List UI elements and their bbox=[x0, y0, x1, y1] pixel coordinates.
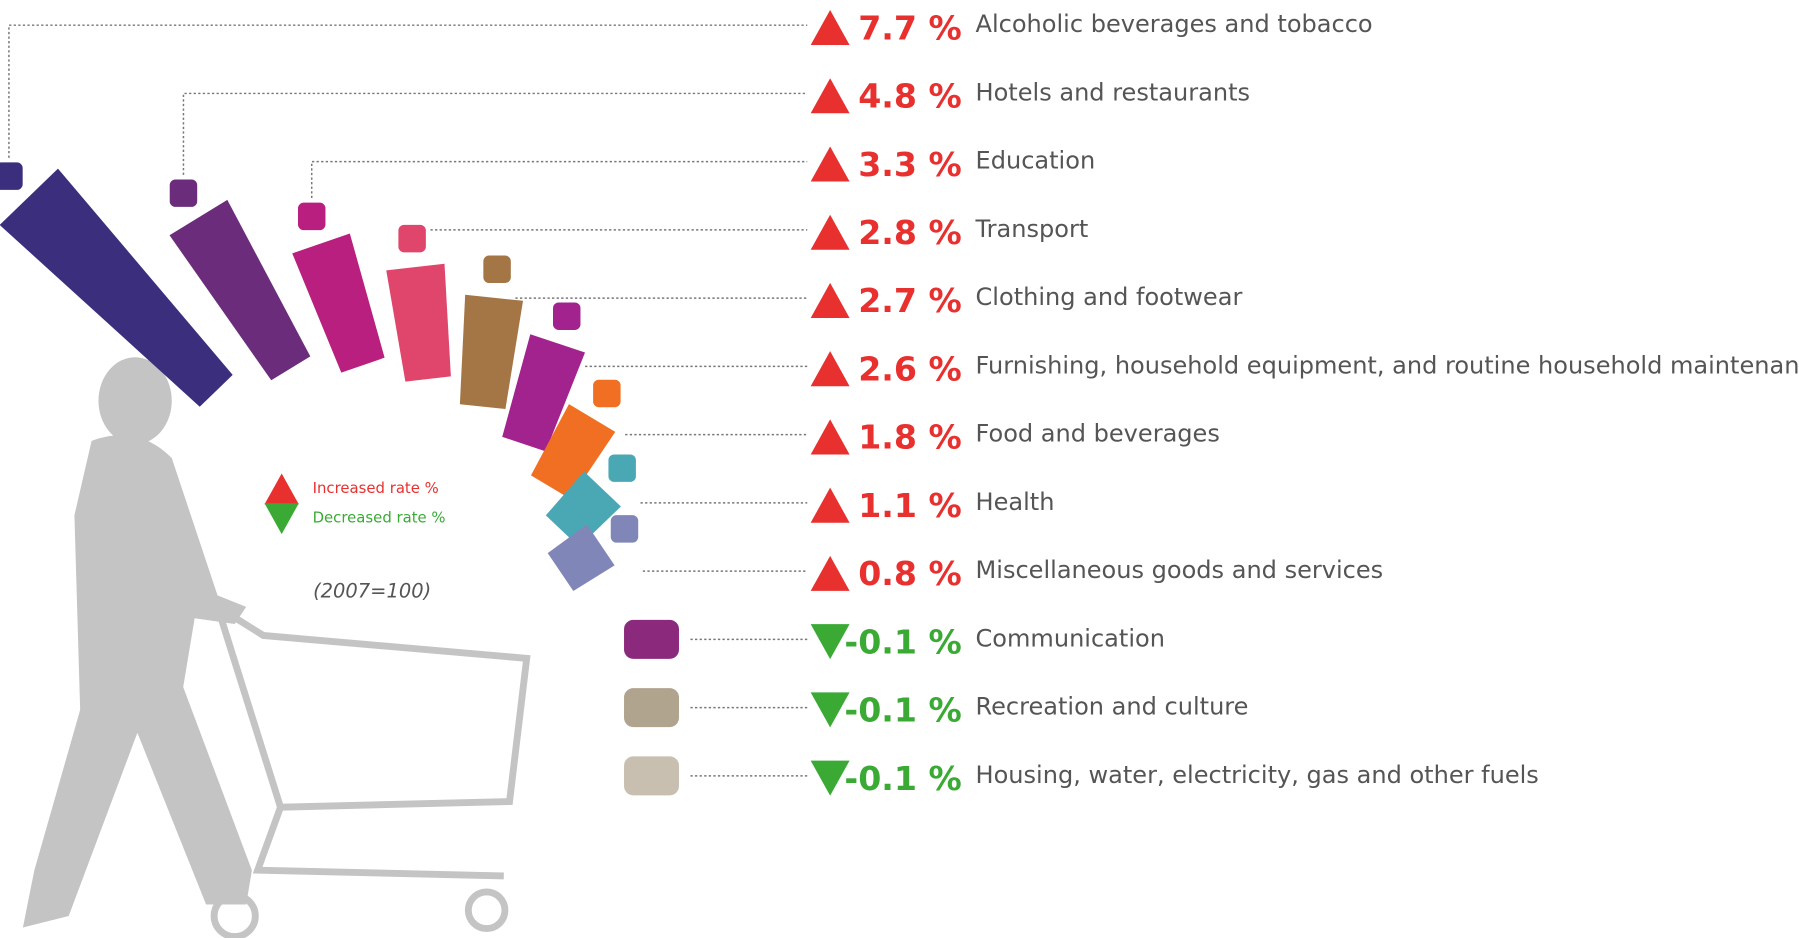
category-icon bbox=[483, 255, 511, 284]
legend-label: Increased rate % bbox=[313, 479, 439, 497]
category-icon bbox=[398, 224, 426, 253]
category-label: Housing, water, electricity, gas and oth… bbox=[976, 761, 1539, 789]
change-marker bbox=[810, 9, 850, 45]
category-icon bbox=[608, 454, 636, 482]
change-marker bbox=[810, 419, 850, 455]
category-label: Recreation and culture bbox=[976, 693, 1249, 721]
leader-line bbox=[8, 24, 808, 158]
change-marker bbox=[810, 146, 850, 182]
category-icon bbox=[624, 756, 679, 796]
category-label: Hotels and restaurants bbox=[976, 78, 1250, 106]
category-icon bbox=[169, 179, 198, 207]
note: (2007=100) bbox=[313, 579, 431, 602]
change-marker bbox=[810, 760, 850, 796]
value-label: 1.8 % bbox=[858, 418, 962, 457]
change-marker bbox=[810, 487, 850, 523]
category-label: Food and beverages bbox=[976, 420, 1220, 448]
category-label: Transport bbox=[975, 215, 1089, 243]
category-icon bbox=[0, 162, 23, 190]
value-label: 1.1 % bbox=[858, 486, 962, 525]
change-marker bbox=[810, 624, 850, 660]
bar bbox=[502, 334, 586, 452]
value-label: 3.3 % bbox=[858, 145, 962, 184]
category-icon bbox=[624, 688, 679, 728]
change-marker bbox=[810, 692, 850, 728]
bar bbox=[386, 263, 451, 382]
value-label: -0.1 % bbox=[844, 691, 961, 730]
bar bbox=[169, 199, 311, 381]
change-marker bbox=[810, 282, 850, 318]
value-label: 4.8 % bbox=[858, 77, 962, 116]
category-label: Clothing and footwear bbox=[976, 283, 1243, 311]
cart bbox=[210, 599, 531, 938]
category-icon bbox=[624, 619, 679, 659]
category-label: Health bbox=[976, 488, 1055, 516]
category-icon bbox=[552, 302, 581, 330]
change-marker bbox=[810, 214, 850, 250]
category-label: Communication bbox=[976, 624, 1165, 652]
leader-line bbox=[182, 92, 808, 175]
legend-marker bbox=[264, 503, 299, 535]
bar bbox=[0, 168, 233, 407]
bar bbox=[547, 524, 615, 592]
value-label: 2.7 % bbox=[858, 281, 962, 320]
category-label: Education bbox=[976, 147, 1096, 175]
change-marker bbox=[810, 555, 850, 591]
shopper-silhouette bbox=[22, 357, 252, 928]
bar bbox=[459, 294, 524, 410]
leader-line bbox=[310, 160, 808, 199]
value-label: 2.6 % bbox=[858, 349, 962, 388]
bar bbox=[545, 471, 621, 547]
canvas: (2007=100) Increased rate % Decreased ra… bbox=[0, 8, 1799, 938]
legend-label: Decreased rate % bbox=[313, 509, 446, 527]
category-icon bbox=[297, 202, 326, 231]
value-label: 0.8 % bbox=[858, 554, 962, 593]
category-label: Furnishing, household equipment, and rou… bbox=[976, 351, 1799, 379]
value-label: 7.7 % bbox=[858, 8, 962, 47]
legend-marker bbox=[264, 473, 299, 505]
value-label: -0.1 % bbox=[844, 759, 961, 798]
value-label: -0.1 % bbox=[844, 622, 961, 661]
category-label: Miscellaneous goods and services bbox=[976, 556, 1384, 584]
bar bbox=[292, 233, 385, 373]
change-marker bbox=[810, 351, 850, 387]
category-label: Alcoholic beverages and tobacco bbox=[976, 10, 1373, 38]
change-marker bbox=[810, 78, 850, 114]
category-icon bbox=[593, 379, 621, 408]
category-icon bbox=[610, 515, 639, 543]
value-label: 2.8 % bbox=[858, 213, 962, 252]
bar bbox=[530, 404, 616, 499]
